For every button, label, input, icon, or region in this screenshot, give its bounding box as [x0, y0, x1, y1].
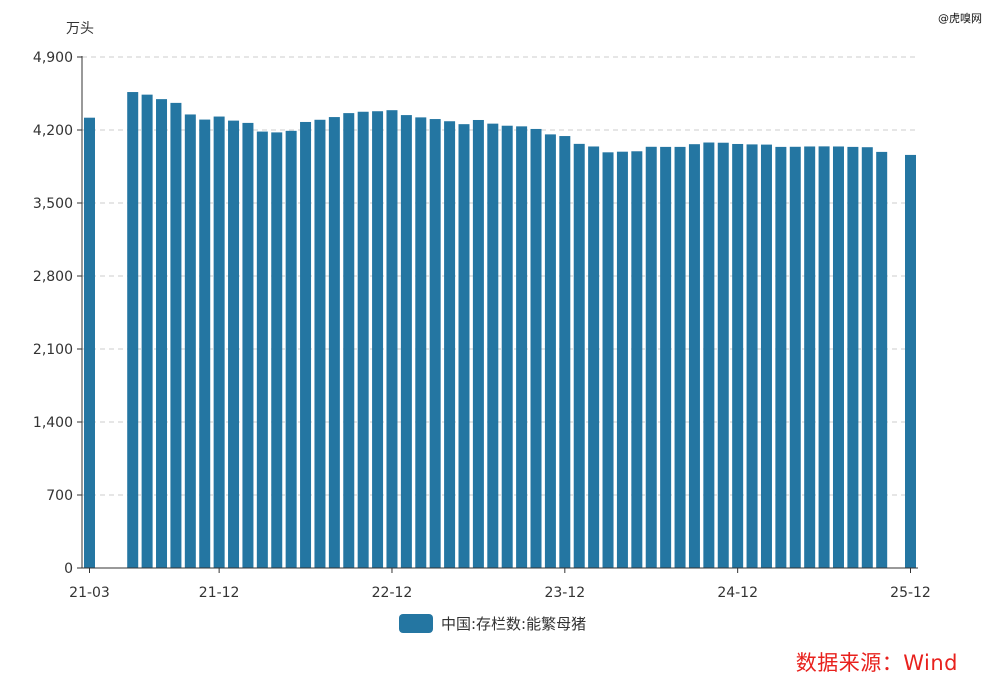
bar-24-06[interactable]: [645, 146, 657, 569]
bar-23-05[interactable]: [458, 124, 470, 568]
bar-22-04[interactable]: [271, 132, 283, 569]
legend-swatch: [399, 614, 433, 633]
bar-25-02[interactable]: [760, 144, 772, 568]
bar-21-08[interactable]: [156, 99, 168, 568]
bar-22-06[interactable]: [300, 121, 312, 568]
bar-23-08[interactable]: [501, 125, 513, 568]
legend-label: 中国:存栏数:能繁母猪: [441, 615, 586, 633]
bar-24-05[interactable]: [631, 151, 643, 568]
bar-23-03[interactable]: [429, 119, 441, 569]
bar-21-07[interactable]: [141, 94, 153, 568]
bar-24-12[interactable]: [732, 143, 744, 568]
bar-24-07[interactable]: [660, 146, 672, 568]
bar-22-09[interactable]: [343, 113, 355, 568]
bar-22-05[interactable]: [285, 130, 297, 568]
bar-23-11[interactable]: [544, 134, 556, 568]
y-tick-label: 4,200: [33, 123, 73, 139]
x-tick-label: 24-12: [717, 585, 758, 601]
y-tick-label: 2,100: [33, 342, 73, 358]
bar-22-02[interactable]: [242, 122, 254, 568]
x-tick-label: 22-12: [372, 585, 413, 601]
bar-series: [84, 92, 916, 569]
bar-25-04[interactable]: [789, 146, 801, 569]
bar-25-03[interactable]: [775, 146, 787, 568]
bar-25-06[interactable]: [818, 146, 830, 568]
bar-21-09[interactable]: [170, 102, 182, 568]
bar-24-03[interactable]: [602, 152, 614, 568]
bar-23-12[interactable]: [559, 136, 571, 568]
bar-22-10[interactable]: [357, 111, 369, 568]
bar-24-09[interactable]: [688, 144, 700, 568]
bar-23-02[interactable]: [415, 117, 427, 568]
bar-22-03[interactable]: [256, 131, 268, 569]
bar-22-01[interactable]: [228, 120, 240, 568]
y-tick-label: 3,500: [33, 196, 73, 212]
x-tick-label: 23-12: [544, 585, 585, 601]
bar-24-10[interactable]: [703, 142, 715, 568]
bar-25-09[interactable]: [861, 147, 873, 568]
bar-21-11[interactable]: [199, 119, 211, 569]
bar-23-07[interactable]: [487, 123, 499, 568]
y-tick-label: 1,400: [33, 415, 73, 431]
x-axis-ticks: 21-03 21-12 22-12 23-12 24-12 25-12: [69, 568, 931, 601]
bar-22-07[interactable]: [314, 119, 326, 568]
bar-23-06[interactable]: [472, 119, 484, 568]
bar-23-01[interactable]: [400, 115, 412, 568]
bar-23-10[interactable]: [530, 128, 542, 568]
y-tick-label: 700: [46, 488, 73, 504]
legend[interactable]: 中国:存栏数:能繁母猪: [399, 614, 586, 633]
x-tick-label: 21-12: [199, 585, 240, 601]
bar-21-10[interactable]: [184, 114, 196, 568]
bar-21-12[interactable]: [213, 116, 225, 568]
bar-22-12[interactable]: [386, 110, 398, 568]
y-axis-ticks: 0 700 1,400 2,100 2,800 3,500 4,200 4,900: [33, 50, 82, 577]
bar-24-11[interactable]: [717, 142, 729, 569]
bar-21-06[interactable]: [127, 92, 139, 568]
bar-22-08[interactable]: [328, 117, 340, 568]
bar-21-03[interactable]: [84, 117, 95, 569]
watermark-logo: @虎嗅网: [938, 12, 982, 25]
bar-25-10[interactable]: [876, 151, 888, 568]
y-tick-label: 0: [64, 561, 73, 577]
y-tick-label: 4,900: [33, 50, 73, 66]
bar-24-04[interactable]: [616, 151, 628, 569]
bar-25-12[interactable]: [905, 154, 916, 568]
bar-23-04[interactable]: [444, 121, 456, 569]
bar-25-05[interactable]: [804, 146, 816, 568]
bar-24-08[interactable]: [674, 146, 686, 568]
bar-22-11[interactable]: [372, 111, 384, 568]
bar-25-08[interactable]: [847, 146, 859, 568]
y-axis-unit-label: 万头: [66, 21, 94, 37]
bar-24-02[interactable]: [588, 146, 600, 568]
bar-25-07[interactable]: [832, 146, 844, 568]
y-tick-label: 2,800: [33, 269, 73, 285]
x-tick-label: 25-12: [890, 585, 931, 601]
bar-24-01[interactable]: [573, 143, 585, 568]
bar-25-01[interactable]: [746, 144, 758, 569]
x-tick-label: 21-03: [69, 585, 110, 601]
data-source-note: 数据来源：Wind: [795, 651, 958, 675]
bar-23-09[interactable]: [516, 126, 528, 568]
